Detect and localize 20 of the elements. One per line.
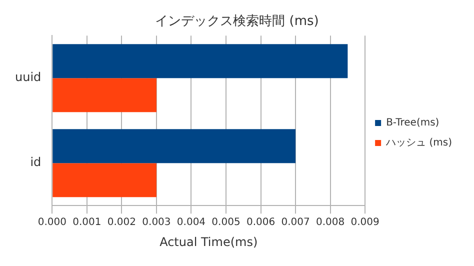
x-tick-label: 0.006 [246, 217, 276, 228]
x-tick-label: 0.005 [212, 217, 240, 228]
chart-title: インデックス検索時間 (ms) [155, 14, 319, 30]
bar [52, 78, 156, 112]
legend-label: B-Tree(ms) [386, 118, 440, 129]
bar [52, 163, 156, 198]
y-tick-label: id [30, 155, 42, 170]
x-tick-label: 0.004 [176, 217, 206, 228]
x-axis-title: Actual Time(ms) [160, 234, 258, 249]
x-tick-label: 0.000 [38, 217, 66, 228]
legend-label: ハッシュ (ms) [385, 138, 452, 149]
x-tick-label: 0.009 [350, 217, 380, 228]
x-tick-label: 0.008 [316, 217, 345, 228]
x-tick-label: 0.001 [72, 217, 102, 228]
x-tick-label: 0.007 [281, 217, 310, 228]
bar [52, 129, 296, 164]
y-tick-label: uuid [14, 70, 42, 84]
x-tick-label: 0.003 [142, 217, 171, 228]
x-tick-label: 0.002 [107, 217, 136, 228]
bar [52, 44, 348, 78]
